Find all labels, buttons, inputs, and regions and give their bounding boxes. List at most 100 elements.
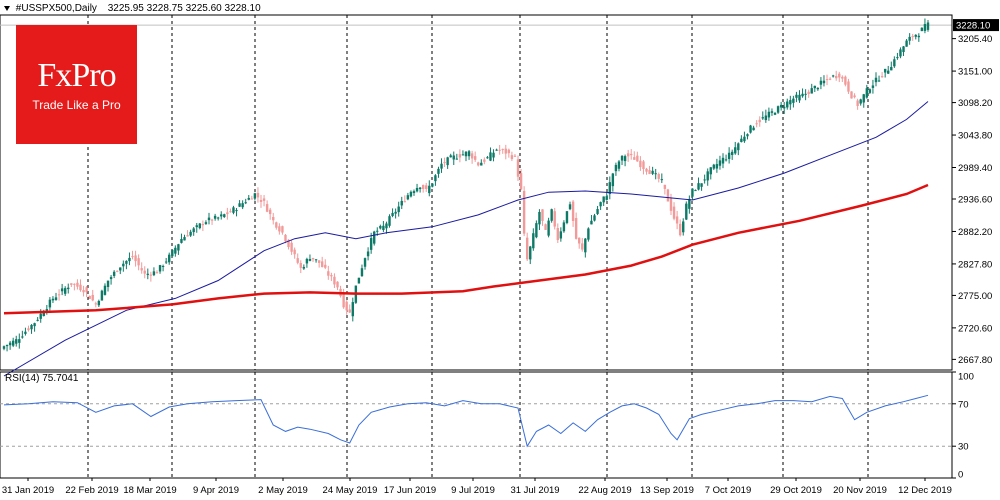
bear-candle [421, 184, 425, 190]
bull-candle [164, 261, 168, 263]
bull-candle [253, 193, 257, 199]
bull-candle [883, 68, 887, 73]
bull-candle [743, 136, 746, 142]
bull-candle [654, 173, 657, 175]
bear-candle [911, 36, 914, 38]
bear-candle [443, 161, 446, 163]
bull-candle [54, 297, 58, 300]
bear-candle [320, 261, 324, 268]
bear-candle [149, 274, 153, 276]
bull-candle [363, 258, 367, 267]
bull-candle [905, 40, 908, 47]
bull-candle [489, 152, 492, 161]
bear-candle [516, 159, 520, 177]
time-tick-label: 9 Jul 2019 [451, 485, 495, 496]
bull-candle [651, 170, 654, 174]
bull-candle [620, 155, 624, 161]
bull-candle [782, 106, 786, 109]
bull-candle [5, 344, 9, 347]
bear-candle [477, 162, 480, 166]
bear-candle [403, 201, 407, 203]
time-tick-label: 17 Jun 2019 [384, 485, 436, 496]
bull-candle [437, 168, 440, 174]
bear-candle [825, 79, 829, 81]
bear-candle [250, 198, 254, 200]
bull-candle [235, 210, 238, 212]
rsi-tick-label: 100 [958, 372, 974, 383]
bear-candle [856, 100, 859, 107]
bull-candle [60, 288, 64, 292]
bull-candle [418, 187, 422, 190]
bull-candle [351, 302, 354, 317]
bull-candle [452, 155, 455, 160]
bear-candle [678, 223, 682, 236]
bear-candle [317, 260, 321, 263]
rsi-tick-label: 70 [958, 399, 969, 410]
bull-candle [192, 228, 195, 233]
bull-candle [871, 85, 875, 88]
bull-candle [486, 157, 489, 159]
bear-candle [76, 282, 79, 287]
bear-candle [284, 234, 287, 242]
bull-candle [204, 222, 208, 224]
bull-candle [801, 93, 804, 97]
bull-candle [495, 149, 498, 151]
bull-candle [761, 117, 764, 119]
bull-candle [406, 195, 410, 200]
bull-candle [232, 207, 235, 213]
bull-candle [409, 191, 413, 197]
ma-slow-line [3, 183, 929, 315]
bull-candle [106, 280, 110, 287]
bear-candle [134, 255, 137, 262]
time-tick-label: 22 Aug 2019 [578, 485, 631, 496]
bull-candle [220, 214, 223, 217]
bull-candle [908, 36, 911, 41]
bull-candle [623, 156, 627, 162]
bear-candle [574, 217, 578, 239]
bull-candle [51, 298, 55, 301]
bull-candle [244, 202, 247, 204]
bull-candle [764, 115, 768, 121]
bear-candle [293, 249, 296, 255]
bear-candle [669, 198, 673, 211]
bull-candle [688, 198, 691, 209]
bull-candle [146, 273, 150, 275]
bear-candle [470, 153, 474, 159]
bull-candle [67, 287, 70, 290]
price-tick-label: 3043.80 [958, 131, 992, 142]
dropdown-arrow-icon[interactable] [4, 5, 10, 11]
bull-candle [605, 196, 608, 200]
time-tick-label: 31 Jul 2019 [510, 485, 559, 496]
bull-candle [874, 77, 878, 83]
bear-candle [578, 237, 581, 244]
bull-candle [734, 147, 737, 154]
bull-candle [752, 127, 755, 131]
bear-candle [330, 275, 333, 277]
bull-candle [207, 217, 211, 221]
bull-candle [100, 290, 104, 301]
bull-candle [596, 209, 599, 214]
bull-candle [538, 211, 541, 225]
bear-candle [348, 309, 351, 313]
bear-candle [626, 153, 630, 157]
bull-candle [412, 191, 416, 193]
bear-candle [131, 256, 134, 258]
bull-candle [397, 206, 400, 213]
bull-candle [314, 259, 318, 261]
rsi-indicator-name: RSI(14) [5, 373, 40, 384]
bull-candle [247, 197, 250, 200]
bear-candle [458, 154, 462, 158]
bear-candle [333, 276, 336, 285]
bull-candle [241, 203, 244, 208]
chart-header: #USSPX500,Daily 3225.95 3228.75 3225.60 … [4, 3, 261, 14]
bear-candle [672, 206, 676, 219]
bull-candle [492, 152, 495, 158]
bear-candle [425, 185, 428, 189]
bull-candle [899, 49, 902, 57]
fxpro-logo: FxPro Trade Like a Pro [16, 25, 137, 144]
bull-candle [379, 226, 382, 229]
bull-candle [11, 340, 15, 346]
ma-fast-line [3, 101, 929, 377]
bear-candle [648, 170, 651, 175]
